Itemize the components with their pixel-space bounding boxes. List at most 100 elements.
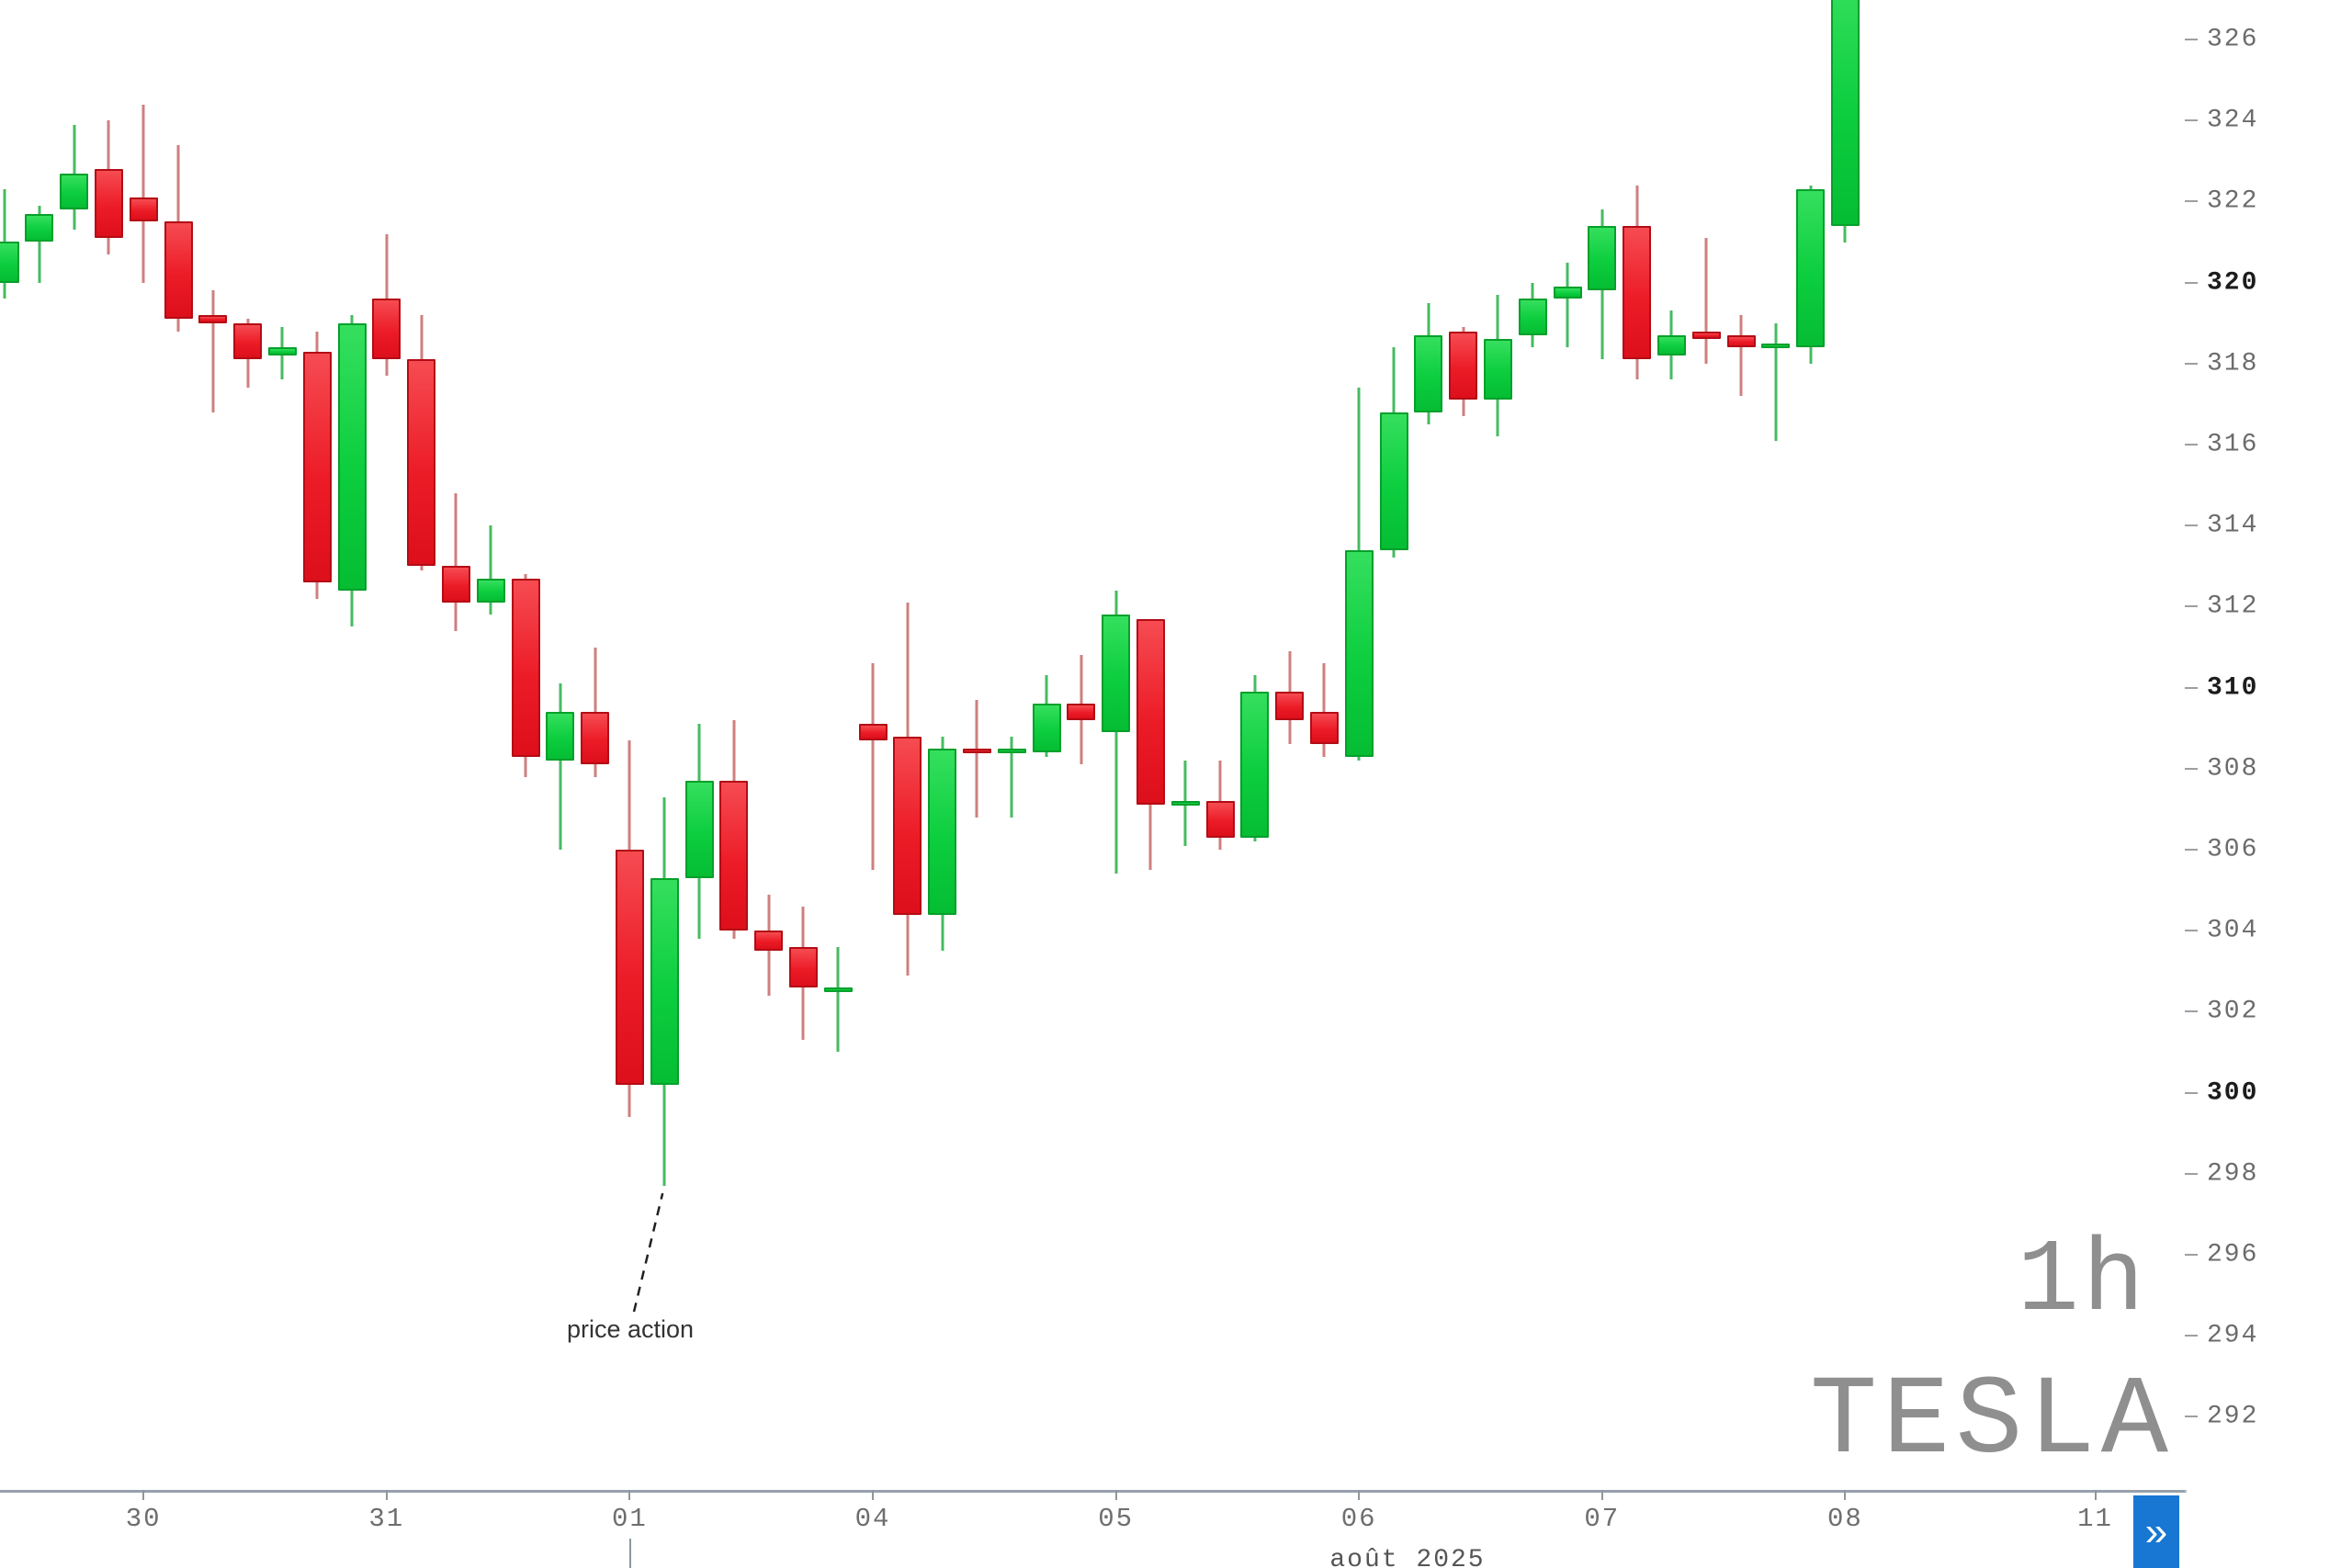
bull-body (650, 877, 679, 1085)
candle[interactable] (1830, 0, 1860, 243)
bear-body (1067, 704, 1096, 720)
bull-body (546, 712, 575, 761)
candle[interactable] (60, 124, 89, 231)
bear-body (1275, 692, 1305, 720)
bull-body (1553, 287, 1582, 299)
bull-body (1344, 549, 1374, 757)
candle[interactable] (94, 120, 123, 254)
candle[interactable] (684, 724, 714, 939)
candle[interactable] (581, 647, 610, 777)
candle[interactable] (164, 144, 193, 332)
bear-body (511, 578, 540, 757)
candle[interactable] (788, 906, 818, 1041)
bull-wick (559, 683, 562, 850)
candle[interactable] (129, 104, 158, 283)
candle[interactable] (1796, 185, 1826, 364)
candle[interactable] (1102, 590, 1131, 874)
candle[interactable] (1309, 663, 1339, 757)
candle[interactable] (1275, 650, 1305, 745)
candle[interactable] (858, 663, 888, 871)
bull-wick (489, 525, 492, 615)
bear-wick (1739, 314, 1743, 397)
candle[interactable] (476, 525, 505, 615)
date-label: 30 (125, 1504, 162, 1534)
candle[interactable] (962, 699, 991, 818)
candle[interactable] (1726, 314, 1756, 397)
price-label: 310 (2207, 673, 2259, 703)
date-tick (628, 1490, 631, 1500)
candle[interactable] (511, 574, 540, 777)
date-label: 31 (368, 1504, 405, 1534)
candle[interactable] (1657, 310, 1686, 380)
candle[interactable] (25, 205, 54, 283)
candle[interactable] (650, 796, 679, 1187)
bear-body (1623, 225, 1652, 360)
candle[interactable] (198, 290, 228, 412)
candle[interactable] (1483, 294, 1512, 437)
candle[interactable] (372, 233, 401, 377)
price-label: 314 (2207, 511, 2259, 540)
candle[interactable] (1240, 675, 1270, 842)
candle[interactable] (1518, 282, 1547, 348)
bull-wick (38, 205, 41, 283)
bull-wick (1774, 322, 1778, 441)
candle[interactable] (302, 331, 332, 599)
price-label: 320 (2207, 268, 2259, 298)
candle[interactable] (1170, 760, 1200, 846)
candle[interactable] (928, 736, 957, 952)
candle[interactable] (615, 739, 644, 1118)
price-label: 322 (2207, 186, 2259, 216)
candle[interactable] (1414, 302, 1443, 424)
candle[interactable] (1623, 185, 1652, 380)
date-tick (872, 1490, 874, 1500)
date-tick (1844, 1490, 1847, 1500)
candle[interactable] (267, 327, 297, 380)
candle[interactable] (823, 946, 853, 1053)
date-label: 01 (611, 1504, 648, 1534)
candle[interactable] (1588, 209, 1617, 360)
scroll-to-latest-button[interactable]: » (2133, 1495, 2179, 1568)
candle[interactable] (719, 719, 749, 939)
bear-body (94, 169, 123, 239)
candle[interactable] (1344, 388, 1374, 761)
candle[interactable] (441, 492, 470, 631)
bear-body (129, 197, 158, 222)
chart-area[interactable] (0, 0, 2185, 1490)
time-axis[interactable]: 30 31 01 04 05 06 07 08 11 août 2025 (0, 1490, 2185, 1568)
bear-body (372, 299, 401, 360)
bear-body (1449, 331, 1478, 400)
candle[interactable] (1067, 655, 1096, 765)
candle[interactable] (893, 602, 922, 976)
candle[interactable] (1136, 618, 1165, 871)
bear-body (581, 712, 610, 765)
bear-body (962, 748, 991, 753)
bull-body (997, 748, 1026, 753)
candle[interactable] (337, 314, 367, 627)
price-label: 302 (2207, 997, 2259, 1026)
bull-body (1761, 343, 1791, 348)
candle[interactable] (407, 314, 436, 570)
candle[interactable] (1761, 322, 1791, 441)
price-tick (2185, 1091, 2198, 1094)
candle[interactable] (546, 683, 575, 850)
bear-wick (1704, 238, 1708, 364)
price-axis[interactable]: 326 324 322 320 318 316 314 312 310 308 306 304 302 3… (2185, 0, 2352, 1490)
candle[interactable] (1032, 675, 1061, 757)
candle[interactable] (1691, 238, 1721, 364)
bear-body (719, 781, 749, 931)
candle[interactable] (0, 189, 19, 299)
date-label: 06 (1340, 1504, 1377, 1534)
price-action-annotation[interactable]: price action (566, 1315, 695, 1343)
candle[interactable] (754, 894, 784, 996)
candle[interactable] (997, 736, 1026, 818)
candle[interactable] (1553, 262, 1582, 348)
price-tick (2185, 525, 2198, 527)
bear-body (407, 359, 436, 567)
candle[interactable] (1449, 327, 1478, 417)
candle[interactable] (1205, 760, 1235, 850)
bull-body (0, 242, 19, 283)
price-label: 300 (2207, 1078, 2259, 1108)
candle[interactable] (233, 319, 263, 389)
candle[interactable] (1379, 347, 1408, 558)
